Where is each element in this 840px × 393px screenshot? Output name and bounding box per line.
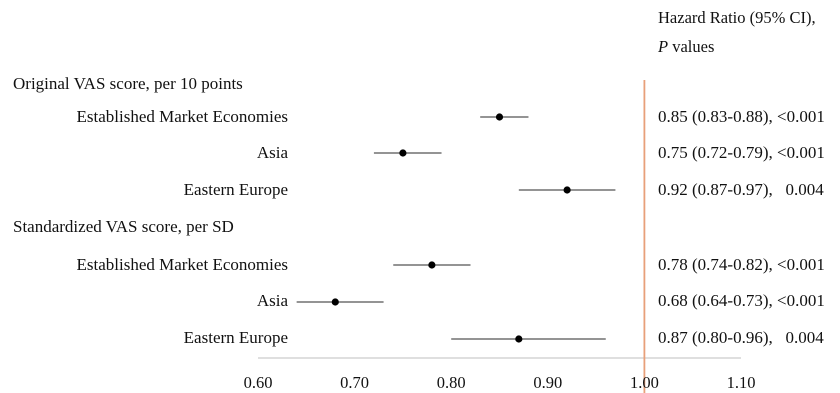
ci-value-text: 0.75 (0.72-0.79), <0.001 (658, 143, 825, 162)
row-label: Established Market Economies (76, 255, 288, 274)
values-label: values (668, 37, 715, 56)
ci-value-text: 0.87 (0.80-0.96), 0.004 (658, 328, 824, 347)
section-label-standardized-vas: Standardized VAS score, per SD (13, 217, 234, 236)
row-label: Eastern Europe (183, 328, 288, 347)
p-italic-label: P (658, 37, 669, 56)
x-tick-label: 1.00 (630, 373, 659, 392)
p-values-header: P values (658, 37, 714, 57)
hazard-ratio-point (399, 149, 407, 157)
x-tick-label: 0.70 (340, 373, 369, 392)
x-tick-label: 0.60 (244, 373, 273, 392)
hazard-ratio-point (515, 335, 523, 343)
hazard-ratio-point (563, 186, 571, 194)
section-label-original-vas: Original VAS score, per 10 points (13, 74, 243, 93)
ci-value-text: 0.92 (0.87-0.97), 0.004 (658, 180, 824, 199)
row-label: Asia (256, 143, 288, 162)
ci-column-header: Hazard Ratio (95% CI), (658, 8, 816, 27)
hazard-ratio-point (428, 261, 436, 269)
hazard-ratio-point (331, 298, 339, 306)
x-tick-label: 0.80 (437, 373, 466, 392)
row-label: Established Market Economies (76, 107, 288, 126)
row-label: Eastern Europe (183, 180, 288, 199)
ci-value-text: 0.85 (0.83-0.88), <0.001 (658, 107, 825, 126)
ci-value-text: 0.78 (0.74-0.82), <0.001 (658, 255, 825, 274)
ci-value-text: 0.68 (0.64-0.73), <0.001 (658, 291, 825, 310)
hazard-ratio-point (495, 113, 504, 121)
row-label: Asia (256, 291, 288, 310)
x-tick-label: 1.10 (727, 373, 756, 392)
x-tick-label: 0.90 (533, 373, 562, 392)
